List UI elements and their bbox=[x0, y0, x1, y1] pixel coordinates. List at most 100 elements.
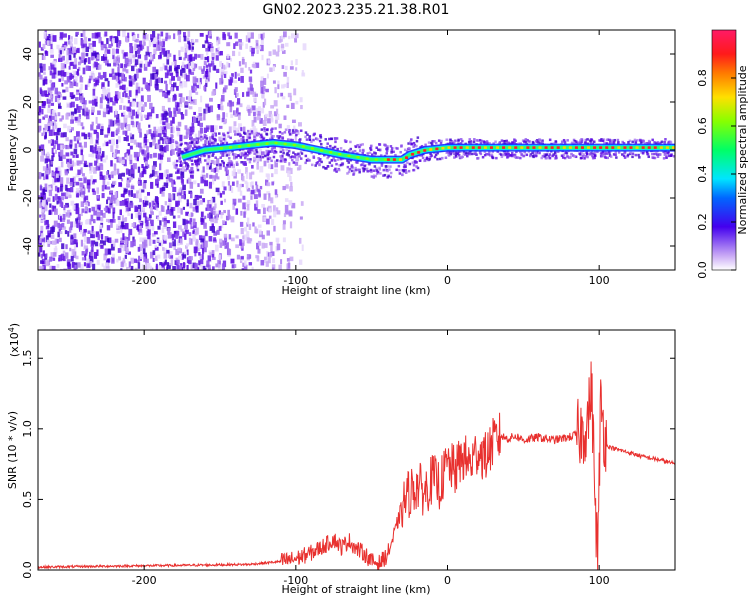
heatmap-cell bbox=[246, 254, 251, 260]
heatmap-cell bbox=[374, 152, 377, 155]
heatmap-cell bbox=[130, 115, 134, 120]
heatmap-cell bbox=[438, 157, 442, 161]
heatmap-cell bbox=[528, 154, 532, 158]
heatmap-cell bbox=[131, 65, 135, 72]
heatmap-cell bbox=[170, 251, 173, 256]
heatmap-cell bbox=[197, 54, 201, 58]
heatmap-cell bbox=[659, 153, 662, 156]
y-tick-label: 0.5 bbox=[21, 491, 34, 509]
heatmap-cell bbox=[308, 136, 311, 140]
heatmap-cell bbox=[662, 157, 666, 160]
heatmap-cell bbox=[115, 49, 120, 54]
heatmap-cell bbox=[285, 153, 289, 156]
heatmap-cell bbox=[86, 258, 90, 265]
heatmap-cell bbox=[92, 179, 97, 183]
heatmap-cell bbox=[141, 45, 145, 50]
heatmap-cell bbox=[151, 169, 155, 177]
heatmap-cell bbox=[242, 202, 246, 210]
heatmap-cell bbox=[384, 143, 387, 147]
heatmap-cell bbox=[50, 33, 54, 37]
heatmap-cell bbox=[602, 152, 606, 156]
heatmap-cell bbox=[42, 116, 46, 120]
heatmap-cell bbox=[189, 145, 192, 148]
heatmap-cell bbox=[278, 39, 282, 43]
heatmap-cell bbox=[96, 211, 101, 217]
heatmap-cell bbox=[156, 202, 160, 208]
heatmap-cell bbox=[82, 67, 86, 75]
heatmap-cell bbox=[145, 51, 150, 56]
heatmap-cell bbox=[123, 76, 127, 82]
heatmap-cell bbox=[117, 72, 122, 77]
heatmap-cell bbox=[129, 159, 133, 165]
heatmap-cell bbox=[127, 32, 130, 38]
y-tick-label: 40 bbox=[21, 47, 34, 61]
heatmap-cell bbox=[276, 135, 279, 138]
heatmap-cell bbox=[239, 239, 242, 246]
heatmap-cell bbox=[459, 138, 463, 141]
heatmap-cell bbox=[552, 153, 555, 156]
heatmap-cell bbox=[129, 145, 133, 150]
heatmap-cell bbox=[314, 164, 317, 167]
heatmap-cell bbox=[107, 92, 111, 99]
heatmap-cell bbox=[112, 101, 116, 106]
heatmap-cell bbox=[184, 233, 187, 240]
heatmap-cell bbox=[39, 66, 44, 73]
heatmap-cell bbox=[274, 127, 277, 130]
heatmap-cell bbox=[99, 171, 103, 176]
heatmap-cell bbox=[116, 224, 119, 229]
heatmap-cell bbox=[316, 138, 319, 141]
heatmap-cell bbox=[127, 212, 130, 216]
heatmap-cell bbox=[154, 41, 159, 46]
heatmap-cell bbox=[215, 163, 219, 167]
heatmap-cell bbox=[48, 233, 51, 238]
heatmap-cell bbox=[170, 244, 175, 249]
heatmap-cell bbox=[39, 63, 43, 69]
heatmap-cell bbox=[266, 191, 270, 195]
heatmap-cell bbox=[669, 141, 673, 144]
heatmap-cell bbox=[262, 86, 266, 91]
heatmap-cell bbox=[173, 33, 176, 40]
heatmap-cell bbox=[81, 59, 84, 63]
heatmap-cell bbox=[336, 158, 340, 161]
heatmap-cell bbox=[40, 144, 45, 151]
heatmap-cell bbox=[38, 146, 41, 152]
ridge-core bbox=[653, 146, 657, 149]
heatmap-cell bbox=[50, 139, 55, 146]
heatmap-cell bbox=[77, 105, 81, 113]
heatmap-cell bbox=[195, 163, 199, 167]
heatmap-cell bbox=[132, 163, 137, 170]
heatmap-cell bbox=[212, 62, 215, 67]
heatmap-cell bbox=[92, 146, 95, 151]
heatmap-cell bbox=[168, 242, 172, 248]
heatmap-cell bbox=[129, 132, 132, 137]
heatmap-cell bbox=[166, 249, 170, 254]
heatmap-cell bbox=[412, 168, 415, 172]
heatmap-cell bbox=[378, 143, 382, 146]
heatmap-cell bbox=[250, 148, 253, 152]
ridge-core bbox=[665, 146, 669, 149]
heatmap-cell bbox=[96, 156, 99, 164]
heatmap-cell bbox=[199, 32, 204, 37]
heatmap-cell bbox=[245, 172, 249, 179]
heatmap-cell bbox=[92, 84, 96, 91]
heatmap-cell bbox=[210, 60, 215, 66]
heatmap-cell bbox=[95, 116, 98, 124]
heatmap-cell bbox=[74, 264, 77, 270]
heatmap-cell bbox=[61, 243, 65, 250]
heatmap-cell bbox=[116, 139, 119, 145]
heatmap-cell bbox=[199, 77, 202, 85]
heatmap-cell bbox=[89, 137, 94, 144]
heatmap-cell bbox=[329, 147, 333, 150]
heatmap-cell bbox=[123, 136, 127, 142]
heatmap-cell bbox=[436, 157, 439, 161]
heatmap-cell bbox=[179, 238, 183, 245]
heatmap-cell bbox=[266, 174, 270, 180]
heatmap-cell bbox=[227, 149, 231, 155]
heatmap-cell bbox=[187, 177, 192, 184]
heatmap-cell bbox=[279, 155, 282, 158]
heatmap-cell bbox=[116, 230, 121, 234]
heatmap-cell bbox=[270, 218, 275, 226]
heatmap-cell bbox=[123, 105, 126, 110]
heatmap-cell bbox=[273, 111, 278, 117]
heatmap-cell bbox=[48, 99, 51, 104]
